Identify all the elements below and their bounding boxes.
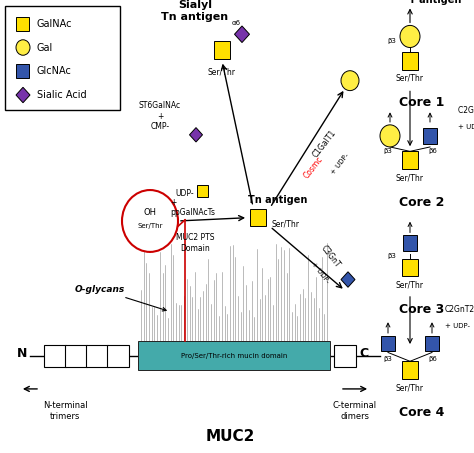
Bar — [86, 345, 108, 367]
Polygon shape — [235, 26, 249, 43]
Bar — [381, 336, 395, 352]
Text: α6: α6 — [232, 20, 241, 26]
Text: C3GnT: C3GnT — [319, 244, 341, 269]
Bar — [138, 342, 330, 370]
Text: Ser/Thr: Ser/Thr — [208, 67, 236, 76]
Bar — [65, 345, 87, 367]
Text: UDP-: UDP- — [175, 189, 193, 198]
Bar — [403, 236, 417, 251]
Text: Core 4: Core 4 — [399, 405, 445, 419]
Text: OH: OH — [144, 207, 156, 217]
Text: Sialic Acid: Sialic Acid — [37, 90, 87, 100]
Text: Ser/Thr: Ser/Thr — [396, 383, 424, 392]
Text: ST6GalNAc
+
CMP-: ST6GalNAc + CMP- — [139, 101, 181, 131]
Text: MUC2: MUC2 — [205, 429, 255, 444]
Text: Core 2: Core 2 — [399, 196, 445, 209]
Bar — [402, 151, 418, 169]
Text: β6: β6 — [428, 356, 437, 362]
Text: N-terminal
trimers: N-terminal trimers — [43, 401, 87, 421]
Text: + UDP-: + UDP- — [310, 261, 330, 284]
Text: +
ppGalNAcTs: + ppGalNAcTs — [170, 198, 215, 217]
Text: MUC2 PTS
Domain: MUC2 PTS Domain — [176, 233, 214, 253]
Polygon shape — [190, 128, 202, 142]
Text: GlcNAc: GlcNAc — [37, 66, 72, 76]
Text: Ser/Thr: Ser/Thr — [396, 173, 424, 183]
Polygon shape — [16, 87, 30, 103]
Text: C: C — [359, 347, 369, 360]
Bar — [402, 52, 418, 70]
Text: Sialyl
Tn antigen: Sialyl Tn antigen — [162, 0, 228, 22]
Bar — [198, 185, 209, 197]
Bar — [425, 336, 439, 352]
Text: O-glycans: O-glycans — [75, 285, 166, 311]
Bar — [334, 345, 356, 367]
Bar — [423, 128, 437, 144]
Polygon shape — [341, 272, 355, 287]
Circle shape — [400, 25, 420, 48]
Text: β3: β3 — [387, 253, 396, 259]
Text: Cosmc: Cosmc — [301, 155, 324, 181]
Text: C2GnT1, 2 or 3: C2GnT1, 2 or 3 — [458, 106, 474, 115]
Text: Core 1: Core 1 — [399, 96, 445, 109]
Text: N: N — [17, 347, 27, 360]
Text: C2GnT2: C2GnT2 — [445, 305, 474, 314]
Text: β3: β3 — [387, 38, 396, 44]
Text: Ser/Thr: Ser/Thr — [272, 220, 300, 229]
Bar — [107, 345, 129, 367]
Bar — [250, 209, 266, 226]
Text: + UDP-: + UDP- — [445, 323, 470, 329]
Text: Ser/Thr: Ser/Thr — [396, 280, 424, 289]
Text: T antigen: T antigen — [409, 0, 461, 5]
Text: β6: β6 — [428, 149, 437, 154]
Text: C1GalT1: C1GalT1 — [311, 128, 338, 159]
Text: Tn antigen: Tn antigen — [248, 195, 308, 205]
Bar — [44, 345, 66, 367]
Text: Core 3: Core 3 — [400, 303, 445, 316]
Text: β3: β3 — [383, 356, 392, 362]
Circle shape — [122, 190, 178, 252]
Text: GalNAc: GalNAc — [37, 19, 73, 29]
Text: Pro/Ser/Thr-rich mucin domain: Pro/Ser/Thr-rich mucin domain — [181, 353, 287, 359]
Text: β3: β3 — [383, 149, 392, 154]
Circle shape — [341, 71, 359, 91]
Text: + UDP-: + UDP- — [458, 124, 474, 130]
Bar — [5, 5, 120, 111]
Circle shape — [16, 40, 30, 55]
Bar — [17, 17, 29, 32]
Bar — [402, 361, 418, 379]
Text: Ser/Thr: Ser/Thr — [396, 74, 424, 83]
Text: + UDP-: + UDP- — [330, 152, 350, 175]
Circle shape — [380, 125, 400, 147]
Bar — [17, 63, 29, 78]
Bar — [214, 41, 230, 58]
Text: Gal: Gal — [37, 43, 53, 53]
Text: Ser/Thr: Ser/Thr — [137, 223, 163, 230]
Bar — [402, 259, 418, 276]
Text: C-terminal
dimers: C-terminal dimers — [333, 401, 377, 421]
